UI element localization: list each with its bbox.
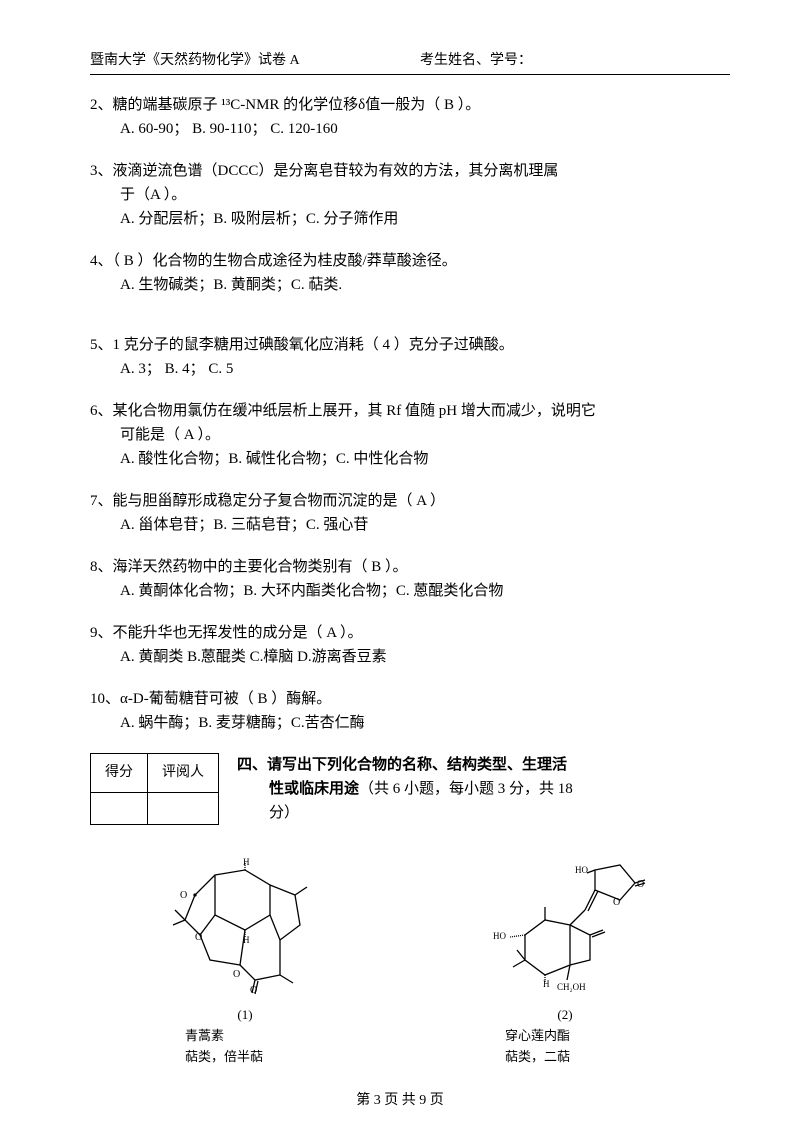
question-8: 8、海洋天然药物中的主要化合物类别有（ B ）。 A. 黄酮体化合物；B. 大环… xyxy=(90,555,730,603)
svg-text:O: O xyxy=(195,932,202,943)
svg-text:H: H xyxy=(243,857,250,867)
molecules-row: O O O O H H (1) 青蒿素 萜类，倍半萜 xyxy=(90,845,730,1067)
svg-text:HO: HO xyxy=(575,865,588,875)
page-footer: 第 3 页 共 9 页 xyxy=(0,1090,800,1112)
svg-text:O: O xyxy=(180,890,187,901)
molecule-2-structure: O HO O HO xyxy=(475,845,655,1005)
molecule-1-num: (1) xyxy=(165,1005,325,1026)
molecule-1-type: 萜类，倍半萜 xyxy=(165,1047,325,1068)
header-right: 考生姓名、学号： xyxy=(400,50,730,72)
question-4: 4、（ B ）化合物的生物合成途径为桂皮酸/莽草酸途径。 A. 生物碱类；B. … xyxy=(90,249,730,297)
score-header-1: 得分 xyxy=(91,754,148,793)
molecule-2: O HO O HO xyxy=(475,845,655,1067)
molecule-1-structure: O O O O H H xyxy=(165,845,325,1005)
question-10: 10、α-D-葡萄糖苷可被（ B ）酶解。 A. 蜗牛酶；B. 麦芽糖酶；C.苦… xyxy=(90,687,730,735)
score-header-2: 评阅人 xyxy=(148,754,219,793)
question-7: 7、能与胆甾醇形成稳定分子复合物而沉淀的是（ A ） A. 甾体皂苷；B. 三萜… xyxy=(90,489,730,537)
svg-text:CH₂OH: CH₂OH xyxy=(557,982,586,992)
question-9: 9、不能升华也无挥发性的成分是（ A ）。 A. 黄酮类 B.蒽醌类 C.樟脑 … xyxy=(90,621,730,669)
header-left: 暨南大学《天然药物化学》试卷 A xyxy=(90,50,400,72)
svg-text:O: O xyxy=(233,969,240,980)
section-title: 四、请写出下列化合物的名称、结构类型、生理活 xyxy=(237,753,730,777)
svg-text:H: H xyxy=(543,979,550,989)
molecule-1: O O O O H H (1) 青蒿素 萜类，倍半萜 xyxy=(165,845,325,1067)
molecule-2-type: 萜类，二萜 xyxy=(475,1047,655,1068)
molecule-2-num: (2) xyxy=(475,1005,655,1026)
section-4-header: 得分 评阅人 四、请写出下列化合物的名称、结构类型、生理活 性或临床用途（共 6… xyxy=(90,753,730,825)
score-cell-1 xyxy=(91,793,148,825)
molecule-2-name: 穿心莲内酯 xyxy=(475,1026,655,1047)
question-5: 5、1 克分子的鼠李糖用过碘酸氧化应消耗（ 4 ）克分子过碘酸。 A. 3； B… xyxy=(90,333,730,381)
score-table: 得分 评阅人 xyxy=(90,753,219,825)
question-2: 2、糖的端基碳原子 ¹³C-NMR 的化学位移δ值一般为（ B ）。 A. 60… xyxy=(90,93,730,141)
page-header: 暨南大学《天然药物化学》试卷 A 考生姓名、学号： xyxy=(90,50,730,75)
question-6: 6、某化合物用氯仿在缓冲纸层析上展开，其 Rf 值随 pH 增大而减少，说明它 … xyxy=(90,399,730,471)
score-cell-2 xyxy=(148,793,219,825)
svg-text:HO: HO xyxy=(493,931,506,941)
svg-text:O: O xyxy=(613,897,620,908)
svg-text:H: H xyxy=(243,935,250,945)
molecule-1-name: 青蒿素 xyxy=(165,1026,325,1047)
question-3: 3、液滴逆流色谱（DCCC）是分离皂苷较为有效的方法，其分离机理属 于（A ）。… xyxy=(90,159,730,231)
